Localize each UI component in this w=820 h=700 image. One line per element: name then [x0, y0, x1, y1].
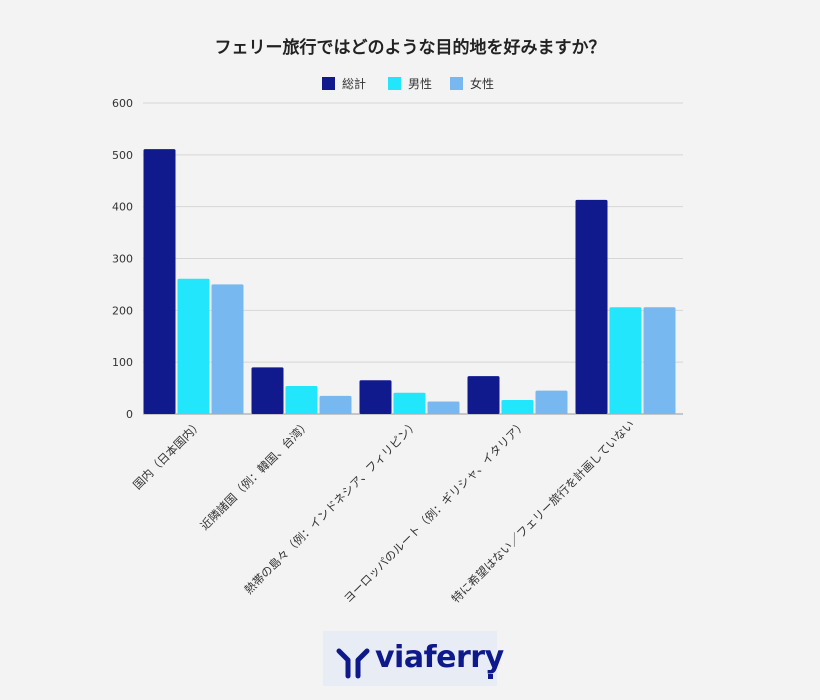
legend-label-2: 女性	[470, 76, 494, 91]
y-tick-label-3: 300	[112, 253, 133, 266]
bar-2-1	[393, 392, 426, 414]
bar-4-2	[643, 307, 676, 414]
x-tick-label-4: 特に希望はない／フェリー旅行を計画していない	[449, 417, 638, 606]
legend-swatch-1	[388, 77, 401, 90]
bars	[143, 149, 676, 415]
x-tick-label-1: 近隣諸国（例：韓国、台湾）	[198, 417, 314, 533]
bar-2-2	[427, 401, 460, 414]
logo-text: viaferry	[375, 640, 504, 675]
legend-label-1: 男性	[408, 77, 432, 91]
x-tick-label-0: 国内（日本国内）	[130, 417, 205, 492]
legend-swatch-2	[450, 77, 463, 90]
x-tick-label-2: 熱帯の島々（例：インドネシア、フィリピン）	[241, 417, 421, 597]
x-axis: 国内（日本国内）近隣諸国（例：韓国、台湾）熱帯の島々（例：インドネシア、フィリピ…	[130, 417, 637, 606]
chart-title: フェリー旅行ではどのような目的地を好みますか？	[215, 37, 606, 58]
bar-0-2	[211, 284, 244, 414]
bar-3-2	[535, 390, 568, 414]
y-tick-label-4: 400	[112, 201, 133, 214]
y-tick-label-6: 600	[112, 97, 133, 110]
y-tick-label-0: 0	[126, 408, 133, 421]
bar-1-2	[319, 395, 352, 414]
legend-swatch-0	[322, 77, 335, 90]
y-tick-label-1: 100	[112, 356, 133, 369]
bar-4-0	[575, 199, 608, 414]
viaferry-logo-icon	[336, 648, 370, 679]
bar-0-1	[177, 278, 210, 414]
bar-1-0	[251, 367, 284, 414]
bar-3-0	[467, 376, 500, 414]
y-tick-label-5: 500	[112, 149, 133, 162]
bar-2-0	[359, 380, 392, 414]
bar-1-1	[285, 386, 318, 414]
bar-4-1	[609, 307, 642, 414]
logo-dot	[488, 674, 493, 679]
legend-label-0: 総計	[342, 76, 366, 91]
x-tick-label-3: ヨーロッパのルート（例：ギリシャ、イタリア）	[341, 417, 529, 605]
logo-background	[323, 631, 497, 686]
y-axis: 0 100 200 300 400 500 600	[112, 97, 133, 421]
y-tick-label-2: 200	[112, 304, 133, 317]
bar-3-1	[501, 400, 534, 414]
bar-0-0	[143, 149, 176, 415]
legend: 総計 男性 女性	[322, 76, 494, 91]
